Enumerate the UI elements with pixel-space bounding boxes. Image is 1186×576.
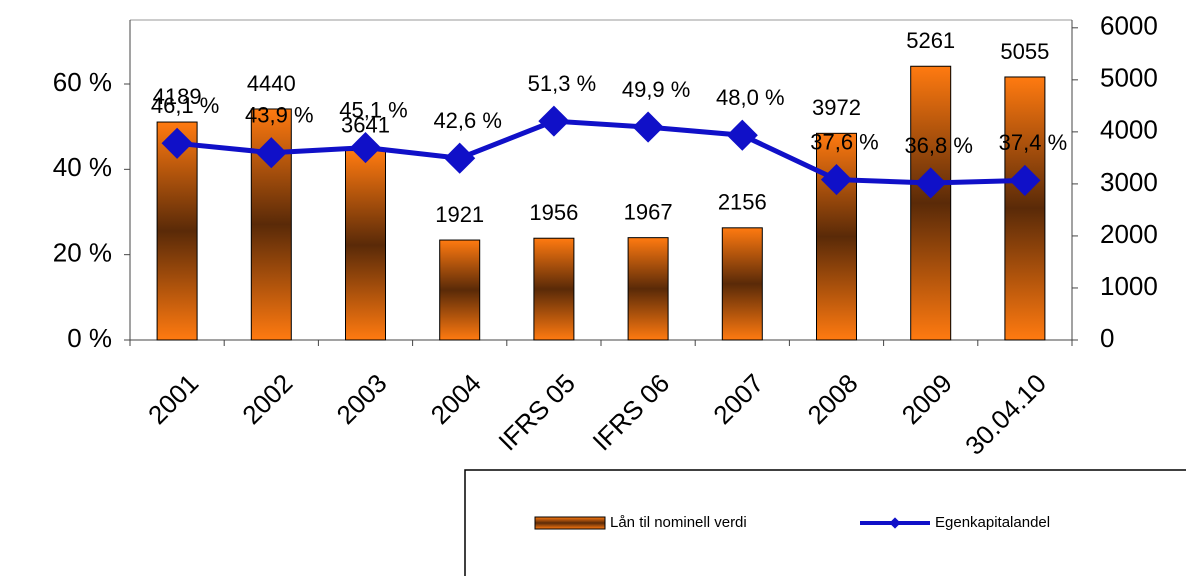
legend-label: Egenkapitalandel [935,514,1050,531]
x-tick-label: 2002 [236,368,298,430]
y2-tick-label: 3000 [1100,167,1158,197]
bar-value-label: 1956 [529,200,578,225]
bar [910,65,952,341]
bar-value-label: 4189 [153,84,202,109]
line-value-label: 42,6 % [433,108,502,133]
bar [533,237,575,341]
y-tick-label: 40 % [53,152,112,182]
legend-label: Lån til nominell verdi [610,514,747,531]
line-marker [538,105,570,137]
bar-value-label: 2156 [718,190,767,215]
legend-swatch [534,516,606,530]
y2-tick-label: 0 [1100,323,1114,353]
bar [439,239,481,341]
line-value-label: 37,4 % [999,130,1068,155]
line-marker [726,119,758,151]
bar-value-label: 5055 [1000,39,1049,64]
line-marker [444,142,476,174]
line-value-label: 48,0 % [716,85,785,110]
x-tick-label: 2004 [425,368,487,430]
line-value-label: 51,3 % [528,71,597,96]
x-tick-label: 30.04.10 [959,368,1052,461]
bar [1004,76,1046,341]
line-marker [255,137,287,169]
y2-tick-label: 4000 [1100,115,1158,145]
x-tick-label: 2003 [330,368,392,430]
line-value-label: 43,9 % [245,103,314,128]
y2-tick-label: 2000 [1100,219,1158,249]
line-value-label: 49,9 % [622,77,691,102]
bar [627,237,669,341]
y-tick-label: 20 % [53,238,112,268]
line-value-label: 46,1 % [151,93,220,118]
line [176,118,1025,186]
x-tick-label: 2008 [801,368,863,430]
x-tick-label: 2009 [896,368,958,430]
line-value-label: 37,6 % [810,129,879,154]
line-value-label: 36,8 % [904,133,973,158]
line-marker [349,132,382,164]
bar [345,150,386,341]
x-tick-label: IFRS 05 [492,368,581,457]
legend-swatch-marker [889,517,901,529]
bar-value-label: 1967 [624,199,673,224]
y2-tick-label: 6000 [1100,11,1158,41]
bar-value-label: 3972 [812,95,861,120]
x-tick-label: 2001 [142,368,204,430]
y2-tick-label: 1000 [1100,271,1158,301]
y-tick-label: 0 % [67,323,112,353]
bar-value-label: 5261 [906,28,955,53]
x-tick-label: 2007 [707,368,769,430]
x-tick-label: IFRS 06 [587,368,676,457]
bar [721,227,763,341]
bar-value-label: 1921 [435,202,484,227]
line-marker [161,127,193,159]
y2-tick-label: 5000 [1100,63,1158,93]
bar-value-label: 4440 [247,71,296,96]
line-value-label: 45,1 % [339,97,408,122]
line-marker [632,111,664,143]
y-tick-label: 60 % [53,67,112,97]
